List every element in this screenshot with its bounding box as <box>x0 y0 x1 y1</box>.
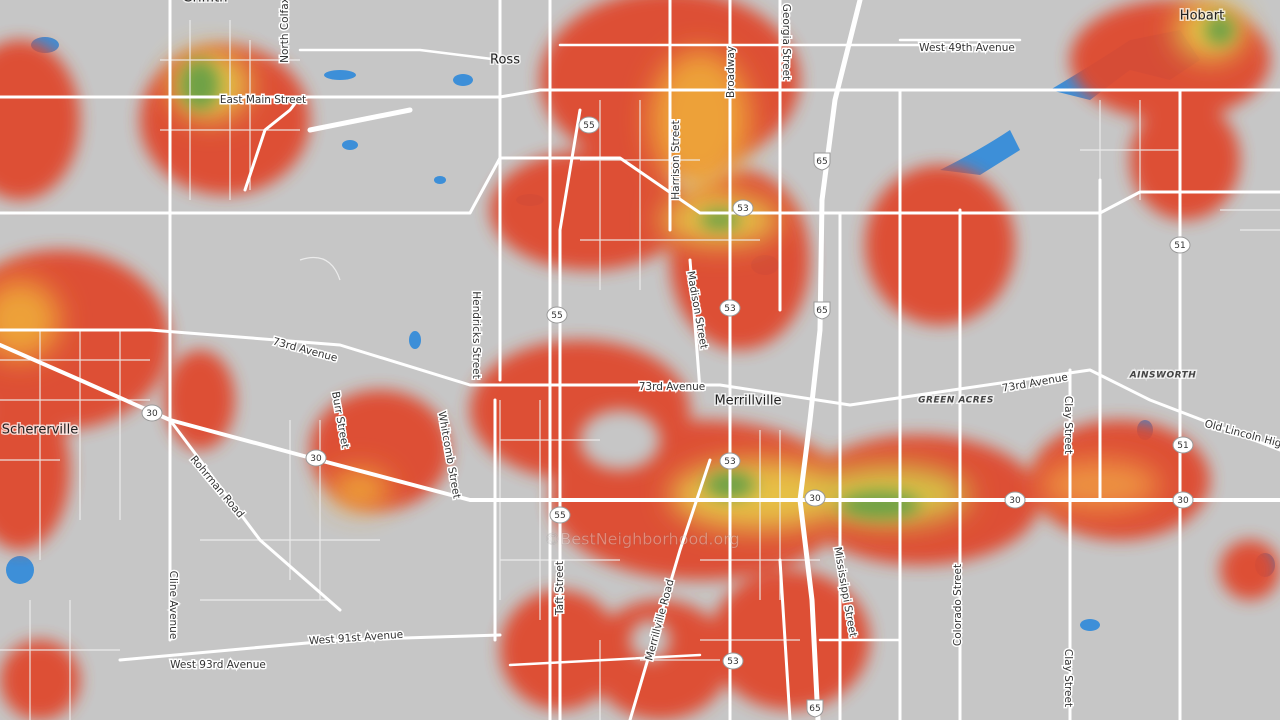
route-shield: 30 <box>305 449 327 467</box>
street-label: Broadway <box>725 46 737 98</box>
shield-number: 65 <box>816 306 827 316</box>
shield-number: 30 <box>146 409 158 419</box>
street-label: Clay Street <box>1062 649 1074 707</box>
street-label: North Colfax <box>279 0 291 63</box>
route-shield: 51 <box>1169 236 1191 254</box>
shield-number: 30 <box>1177 496 1189 506</box>
place-label: Griffith <box>183 0 228 6</box>
shield-background <box>549 506 571 524</box>
route-shield: 55 <box>578 116 600 134</box>
shield-background <box>578 116 600 134</box>
route-shield: 30 <box>804 489 826 507</box>
shield-background <box>1172 491 1194 509</box>
shield-number: 51 <box>1177 441 1188 451</box>
minor-roads <box>0 20 1280 720</box>
interstate-shield <box>813 152 831 171</box>
watermark: ©BestNeighborhood.org <box>544 530 739 549</box>
route-shield: 51 <box>1172 436 1194 454</box>
shield-background <box>141 404 163 422</box>
shield-number: 65 <box>816 157 827 167</box>
shield-background <box>804 489 826 507</box>
shield-number: 65 <box>809 704 820 714</box>
route-shield: 30 <box>1172 491 1194 509</box>
street-label: West 93rd Avenue <box>170 659 266 671</box>
place-label: Schererville <box>2 423 79 438</box>
shield-number: 55 <box>551 311 562 321</box>
shield-background <box>305 449 327 467</box>
route-shield: 53 <box>719 299 741 317</box>
shield-background <box>546 306 568 324</box>
place-label: AINSWORTH <box>1129 371 1197 381</box>
shield-background <box>1172 436 1194 454</box>
shield-background <box>722 652 744 670</box>
route-shield: 55 <box>549 506 571 524</box>
shield-background <box>732 199 754 217</box>
route-shield: 53 <box>722 652 744 670</box>
route-shield: 65 <box>806 699 824 718</box>
shield-background <box>1169 236 1191 254</box>
shield-background <box>719 452 741 470</box>
route-shield: 53 <box>732 199 754 217</box>
interstate-shield <box>813 301 831 320</box>
shield-number: 53 <box>727 657 738 667</box>
street-label: Harrison Street <box>670 120 682 200</box>
shield-number: 53 <box>724 304 735 314</box>
place-label: Ross <box>490 53 520 68</box>
route-shield: 65 <box>813 152 831 171</box>
route-shield: 53 <box>719 452 741 470</box>
shield-number: 55 <box>583 121 594 131</box>
shield-background <box>719 299 741 317</box>
street-label: Georgia Street <box>780 4 792 80</box>
shield-number: 53 <box>724 457 735 467</box>
street-label: Colorado Street <box>952 564 964 646</box>
shield-number: 55 <box>554 511 565 521</box>
street-label: Taft Street <box>554 561 566 616</box>
street-label: 73rd Avenue <box>639 381 706 393</box>
route-shield: 30 <box>141 404 163 422</box>
street-label: Cline Avenue <box>167 571 179 640</box>
shield-number: 30 <box>809 494 821 504</box>
shield-background <box>1004 491 1026 509</box>
route-shield: 30 <box>1004 491 1026 509</box>
street-label: Clay Street <box>1062 396 1074 454</box>
shield-number: 51 <box>1174 241 1185 251</box>
place-label: Hobart <box>1180 9 1224 24</box>
place-label: GREEN ACRES <box>918 396 994 406</box>
route-shield: 65 <box>813 301 831 320</box>
street-label: East Main Street <box>220 94 306 106</box>
street-label: Hendricks Street <box>470 291 482 378</box>
shield-number: 30 <box>310 454 322 464</box>
shield-number: 30 <box>1009 496 1021 506</box>
route-shield: 55 <box>546 306 568 324</box>
shield-number: 53 <box>737 204 748 214</box>
interstate-shield <box>806 699 824 718</box>
street-label: West 49th Avenue <box>919 42 1015 54</box>
place-label: Merrillville <box>714 394 781 409</box>
